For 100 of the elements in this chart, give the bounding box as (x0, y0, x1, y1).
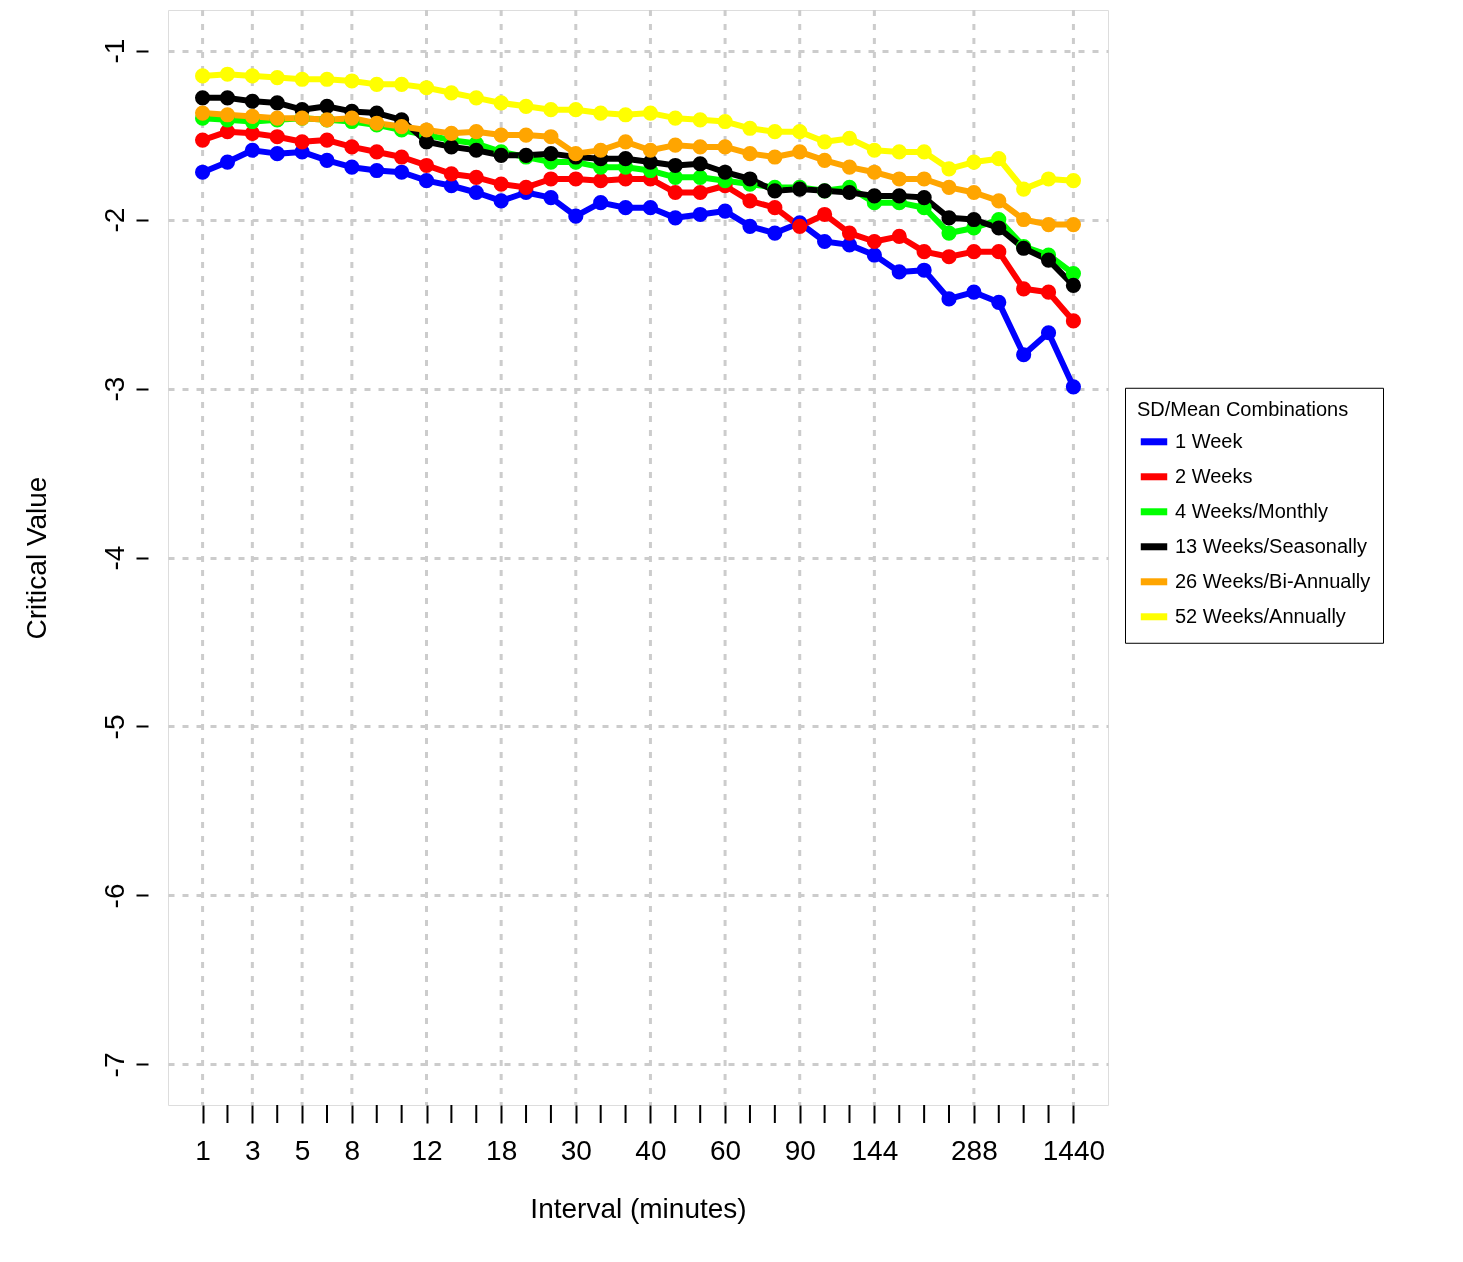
point (841, 159, 858, 175)
point (195, 68, 211, 84)
point (817, 134, 833, 150)
point (767, 183, 783, 199)
point (642, 142, 659, 158)
point (742, 146, 758, 162)
point (667, 157, 683, 174)
point (617, 151, 634, 167)
point (394, 76, 410, 92)
point (767, 149, 783, 165)
point (344, 110, 360, 126)
point (692, 184, 708, 201)
point (244, 68, 260, 84)
x-tick-label: 30 (560, 1134, 592, 1166)
point (394, 164, 410, 180)
point (269, 129, 285, 145)
point (269, 70, 285, 86)
legend-label: 4 Weeks/Monthly (1175, 499, 1329, 522)
point (369, 144, 385, 160)
point (767, 124, 783, 140)
point (418, 173, 435, 189)
point (692, 206, 708, 223)
point (543, 190, 559, 206)
point (493, 127, 509, 143)
point (1065, 173, 1081, 189)
point (244, 142, 260, 158)
point (593, 105, 609, 121)
point (468, 142, 484, 158)
point (667, 110, 683, 126)
legend-label: 26 Weeks/Bi-Annually (1175, 569, 1371, 592)
point (543, 129, 559, 145)
point (966, 184, 982, 201)
point (692, 156, 708, 172)
point (443, 166, 459, 182)
point (195, 90, 211, 106)
point (841, 225, 858, 241)
point (319, 98, 335, 114)
point (369, 76, 385, 92)
x-tick-label: 18 (486, 1134, 518, 1166)
y-tick-label: -1 (98, 38, 130, 64)
point (568, 102, 584, 118)
point (941, 291, 957, 307)
point (991, 244, 1007, 260)
point (468, 124, 484, 140)
point (1040, 171, 1057, 187)
y-tick-label: -5 (98, 714, 130, 740)
point (319, 71, 335, 87)
point (468, 169, 484, 185)
point (443, 139, 459, 155)
point (443, 125, 459, 141)
point (667, 137, 683, 153)
point (518, 127, 534, 143)
point (916, 190, 932, 206)
x-tick-label: 90 (784, 1134, 816, 1166)
point (1016, 281, 1032, 297)
point (394, 149, 410, 165)
point (294, 134, 310, 150)
point (941, 161, 957, 177)
point (1065, 277, 1081, 294)
point (219, 90, 236, 106)
point (966, 244, 982, 260)
point (941, 179, 957, 195)
point (941, 210, 957, 226)
point (244, 93, 260, 109)
point (891, 188, 907, 204)
point (195, 164, 211, 180)
point (966, 284, 982, 300)
x-tick-label: 3 (245, 1134, 261, 1166)
point (866, 188, 882, 204)
point (219, 107, 236, 123)
point (1040, 325, 1057, 341)
legend-label: 2 Weeks (1175, 464, 1253, 487)
point (617, 200, 634, 216)
point (642, 105, 659, 121)
point (916, 244, 932, 260)
x-tick-label: 1 (195, 1134, 211, 1166)
x-tick-label: 1440 (1042, 1134, 1106, 1166)
point (792, 144, 808, 160)
point (244, 108, 260, 125)
point (418, 157, 435, 174)
x-axis-title: Interval (minutes) (530, 1192, 747, 1224)
point (593, 142, 609, 158)
x-tick-label: 5 (294, 1134, 311, 1166)
y-tick-label: -2 (98, 207, 130, 233)
point (269, 95, 285, 111)
point (767, 200, 783, 216)
point (642, 200, 659, 216)
x-tick-label: 144 (851, 1134, 899, 1166)
x-tick-label: 8 (344, 1134, 361, 1166)
point (717, 164, 733, 180)
point (1016, 181, 1032, 197)
point (717, 139, 733, 155)
point (692, 112, 708, 128)
point (667, 184, 683, 201)
point (792, 124, 808, 140)
legend-title: SD/Mean Combinations (1137, 397, 1349, 420)
point (418, 122, 435, 138)
x-tick-label: 12 (411, 1134, 443, 1166)
x-tick-label: 60 (710, 1134, 742, 1166)
point (1065, 379, 1081, 395)
